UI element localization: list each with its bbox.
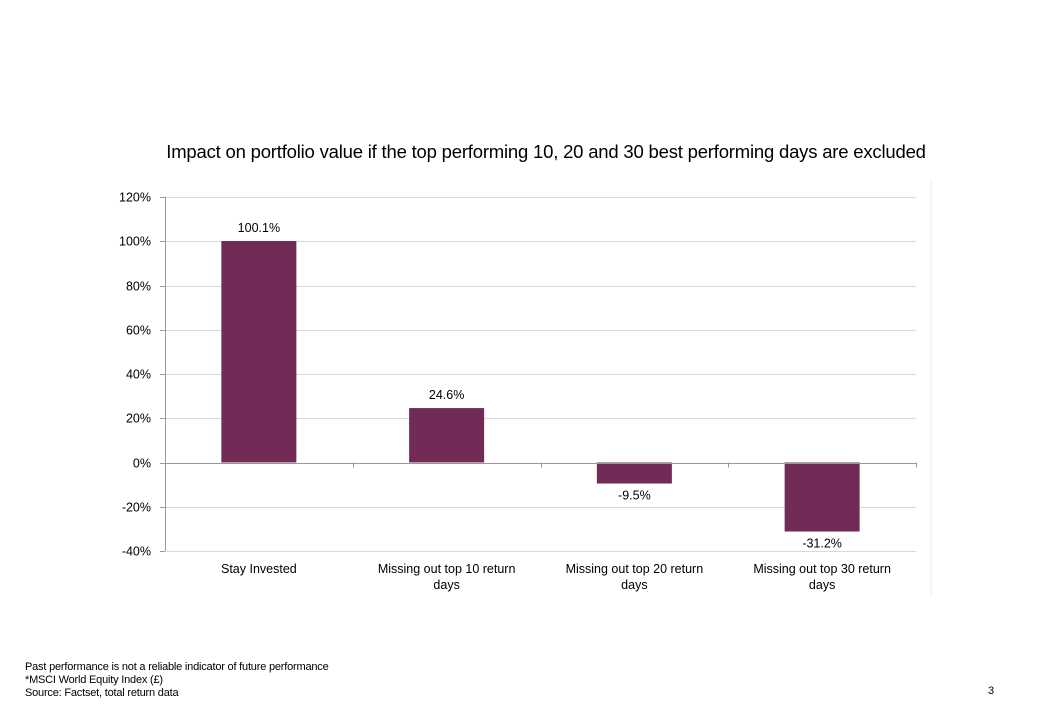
y-tick-label: 100% bbox=[119, 235, 151, 249]
y-tick-label: 80% bbox=[126, 280, 151, 294]
x-tick-label: Missing out top 20 return bbox=[566, 562, 704, 576]
page-number: 3 bbox=[988, 685, 995, 697]
x-tick-label: Missing out top 10 return bbox=[378, 562, 516, 576]
data-label: -31.2% bbox=[802, 537, 842, 551]
footer-notes: Past performance is not a reliable indic… bbox=[25, 661, 329, 700]
chart-title: Impact on portfolio value if the top per… bbox=[166, 141, 926, 162]
y-tick-label: 40% bbox=[126, 368, 151, 382]
y-tick-label: -40% bbox=[122, 545, 151, 559]
bar bbox=[221, 241, 297, 463]
source-note: Source: Factset, total return data bbox=[25, 687, 179, 699]
index-note: *MSCI World Equity Index (£) bbox=[25, 674, 163, 686]
data-label: -9.5% bbox=[618, 489, 651, 503]
x-tick-label: Stay Invested bbox=[221, 562, 297, 576]
disclaimer-text: Past performance is not a reliable indic… bbox=[25, 661, 329, 673]
x-tick-label: Missing out top 30 return bbox=[753, 562, 891, 576]
y-tick-label: 0% bbox=[133, 457, 151, 471]
bar bbox=[784, 462, 860, 532]
x-tick-label: days bbox=[809, 578, 835, 592]
y-tick-label: 60% bbox=[126, 324, 151, 338]
bar bbox=[409, 408, 485, 463]
data-label: 24.6% bbox=[429, 388, 464, 402]
y-tick-label: 20% bbox=[126, 412, 151, 426]
y-tick-label: 120% bbox=[119, 191, 151, 205]
data-label: 100.1% bbox=[238, 221, 280, 235]
y-tick-label: -20% bbox=[122, 501, 151, 515]
bar bbox=[596, 462, 672, 484]
x-tick-label: days bbox=[433, 578, 459, 592]
x-tick-label: days bbox=[621, 578, 647, 592]
